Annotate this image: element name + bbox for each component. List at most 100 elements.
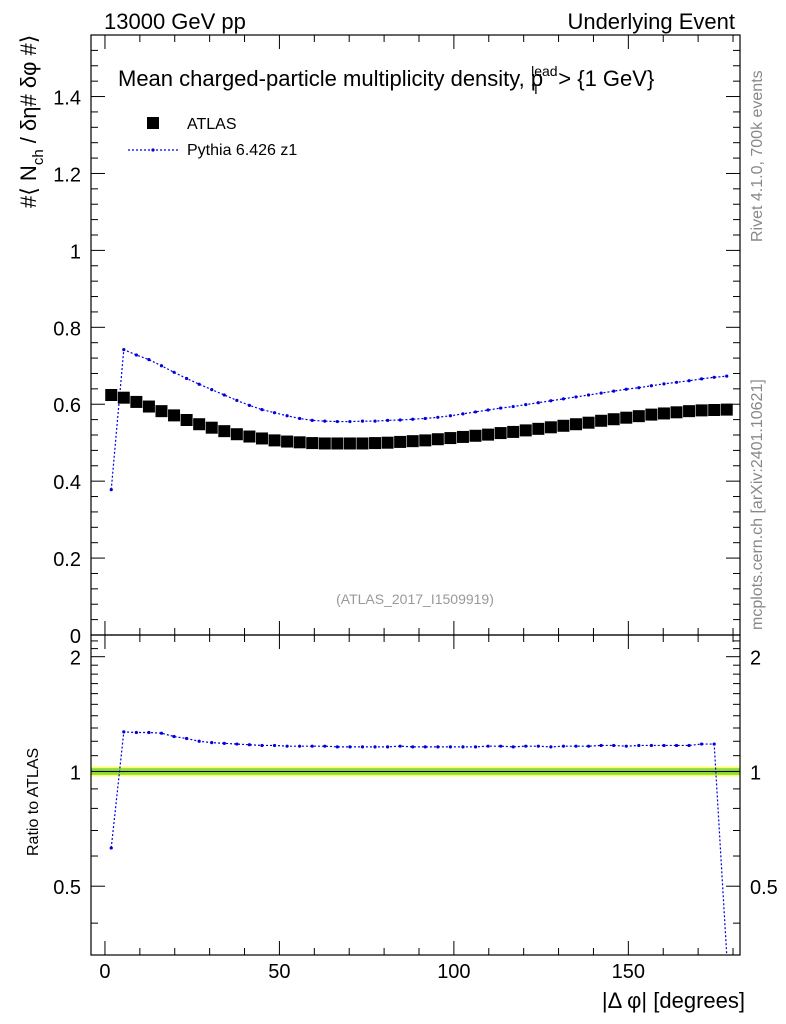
atlas-point [544,421,557,434]
main-ytick-label: 0.8 [53,318,81,340]
ratio-point [436,745,440,749]
main-ytick-label: 0 [70,626,81,648]
mc-point [147,358,151,362]
atlas-point [356,437,369,450]
side-text-bottom: mcplots.cern.ch [arXiv:2401.10621] [749,379,766,630]
atlas-point [419,434,432,447]
atlas-point [456,430,469,443]
mc-point [323,419,327,423]
atlas-point [105,389,118,401]
atlas-point [193,418,206,431]
main-ytick-label: 1.2 [53,164,81,186]
ratio-point [159,731,164,735]
main-ticks [91,34,740,636]
legend-mc-label: Pythia 6.426 z1 [187,142,297,159]
ratio-ylabel: Ratio to ATLAS [25,748,42,856]
x-tick-label: 150 [612,961,645,983]
atlas-point [180,414,193,426]
mc-point [134,353,138,357]
ratio-point [549,745,553,749]
ratio-point [398,744,402,748]
atlas-point [607,413,620,426]
main-ytick-label: 0.4 [53,472,81,494]
side-text-top: Rivet 4.1.0, 700k events [749,70,766,242]
atlas-point [318,437,331,450]
main-ytick-label: 1 [70,241,81,263]
mc-point [536,401,540,405]
ratio-point [624,744,628,748]
mc-point [637,386,641,390]
x-axis-label: |Δ φ| [degrees] [602,988,745,1013]
main-title: Mean charged-particle multiplicity densi… [118,63,654,97]
ratio-point [461,745,465,749]
main-series [105,348,733,492]
mc-point [700,377,704,381]
main-title-sub: T [532,81,541,97]
ratio-point [247,743,252,747]
atlas-point [343,437,356,450]
ratio-point [662,743,666,748]
ratio-point [222,741,226,745]
mc-point [235,398,239,402]
mc-line [110,348,727,490]
ratio-point [197,739,201,743]
mc-point [109,488,113,492]
atlas-point [281,435,294,448]
ratio-point [235,742,239,746]
ratio-point [700,742,704,746]
mc-point [674,380,679,384]
main-ylabel-post: / δη# δφ #⟩ [16,35,41,150]
atlas-point [657,407,670,420]
ratio-panel: 0.5 0.5 1 1 2 2 0 50 100 150 [53,634,778,983]
atlas-point [683,405,696,418]
mc-point [122,348,126,352]
ratio-ytick-label: 2 [70,648,81,670]
main-panel: 0 0.2 0.4 0.6 0.8 1 1.2 1.4 Mean charged-partic… [53,34,741,648]
ratio-point [687,743,691,748]
atlas-point [519,424,532,437]
atlas-point [507,425,520,438]
mc-point [486,408,490,412]
main-ytick-labels: 0 0.2 0.4 0.6 0.8 1 1.2 1.4 [53,88,81,648]
ratio-point [285,744,289,748]
ratio-ytick-label: 0.5 [53,877,81,899]
atlas-point [595,414,608,427]
legend-atlas-marker [147,117,159,129]
ratio-point [473,745,478,749]
mc-point [411,417,415,421]
ratio-frame [90,634,741,956]
mc-point [524,403,528,407]
atlas-point [218,425,231,438]
atlas-point [230,428,243,441]
mc-point [398,418,402,422]
header-left: 13000 GeV pp [104,9,246,34]
ratio-point [210,741,214,745]
atlas-point [293,436,306,449]
mc-point [260,408,264,412]
ratio-point [599,743,603,748]
atlas-point [205,421,218,434]
mc-point [222,393,226,397]
ratio-point [323,744,327,748]
mc-point [612,389,616,393]
ratio-point [612,743,616,748]
mc-point [473,410,478,414]
ratio-point [586,744,591,748]
atlas-point [130,395,143,408]
mc-point [574,395,578,399]
mc-point [599,391,603,395]
mc-point [210,388,214,392]
mc-point [285,414,289,418]
atlas-point [331,437,344,450]
mc-point [549,399,553,403]
main-ylabel: #⟨ Nch / δη# δφ #⟩ [16,35,47,208]
atlas-point [645,408,658,421]
legend-atlas-label: ATLAS [187,116,237,133]
mc-point [662,382,666,386]
atlas-point [494,427,507,440]
atlas-point [168,409,181,422]
ratio-point [335,745,339,749]
atlas-point [532,422,545,435]
ratio-point [411,745,415,749]
